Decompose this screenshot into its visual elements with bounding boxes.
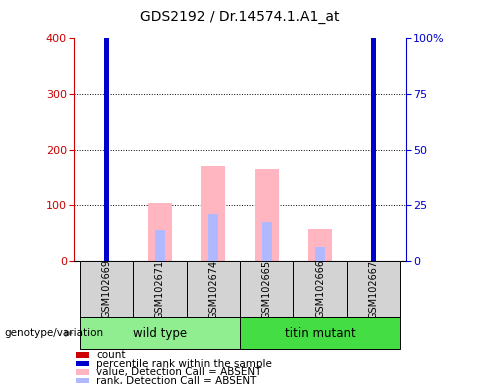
Bar — [372, 0, 376, 261]
Bar — [76, 369, 89, 375]
Text: GSM102666: GSM102666 — [315, 260, 325, 318]
Text: wild type: wild type — [133, 327, 187, 339]
Text: GSM102671: GSM102671 — [155, 260, 165, 318]
Text: count: count — [96, 350, 126, 360]
Bar — [104, 44, 108, 261]
Bar — [255, 169, 279, 261]
Text: GSM102665: GSM102665 — [262, 260, 272, 318]
Bar — [347, 261, 400, 317]
Text: titin mutant: titin mutant — [285, 327, 356, 339]
Text: GDS2192 / Dr.14574.1.A1_at: GDS2192 / Dr.14574.1.A1_at — [140, 10, 340, 23]
Bar — [133, 261, 187, 317]
Bar — [315, 247, 325, 261]
Text: GSM102669: GSM102669 — [101, 260, 111, 318]
Bar — [76, 377, 89, 383]
Bar — [240, 317, 400, 349]
Bar — [155, 230, 165, 261]
Bar — [80, 317, 240, 349]
Bar — [201, 167, 225, 261]
Bar — [293, 261, 347, 317]
Bar — [76, 352, 89, 358]
Text: GSM102674: GSM102674 — [208, 260, 218, 318]
Bar — [104, 0, 108, 261]
Bar — [262, 222, 272, 261]
Text: value, Detection Call = ABSENT: value, Detection Call = ABSENT — [96, 367, 262, 377]
Bar — [148, 203, 172, 261]
Bar — [208, 214, 218, 261]
Text: percentile rank within the sample: percentile rank within the sample — [96, 359, 272, 369]
Bar — [372, 72, 376, 261]
Text: genotype/variation: genotype/variation — [5, 328, 104, 338]
Text: rank, Detection Call = ABSENT: rank, Detection Call = ABSENT — [96, 376, 257, 384]
Bar — [308, 229, 332, 261]
Bar — [240, 261, 293, 317]
Bar — [76, 361, 89, 366]
Text: GSM102667: GSM102667 — [369, 260, 379, 318]
Bar — [80, 261, 133, 317]
Bar — [187, 261, 240, 317]
